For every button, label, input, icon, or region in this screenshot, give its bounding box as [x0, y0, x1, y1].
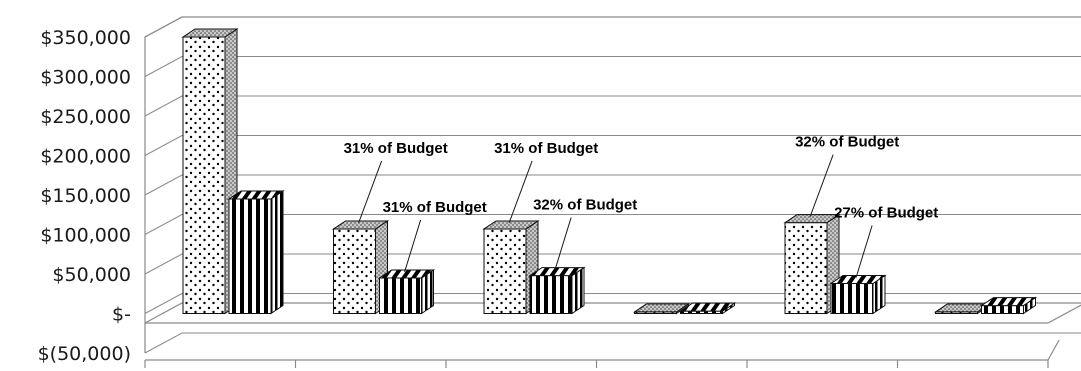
floor [144, 302, 1081, 324]
bar-series2-cat6 [979, 296, 1038, 315]
bar-series2-cat1 [227, 190, 285, 315]
bar-side [270, 190, 284, 315]
gridline [144, 135, 1081, 156]
data-label: 27% of Budget [834, 204, 938, 221]
bar-series2-cat3 [528, 266, 586, 315]
bar-front [830, 282, 874, 315]
label-leader [855, 225, 873, 278]
label-leader [809, 154, 834, 217]
gridline [144, 174, 1081, 196]
y-tick-label: $150,000 [40, 185, 131, 207]
bar-front [379, 277, 422, 315]
y-tick-label: $200,000 [40, 146, 131, 168]
gridline [144, 16, 1081, 38]
bar-front [483, 228, 527, 314]
bars [181, 28, 1038, 315]
floor-edge [1047, 339, 1060, 361]
bar-top [829, 274, 887, 284]
bar-front [228, 198, 272, 314]
gridline [144, 253, 1081, 275]
y-axis: $350,000 $300,000 $250,000 $200,000 $150,000… [38, 27, 131, 365]
bar-front [529, 275, 573, 314]
data-label: 31% of Budget [383, 199, 487, 216]
bar-top [482, 220, 540, 230]
gridline [144, 95, 1081, 117]
bar-top [227, 190, 285, 200]
bar-top [632, 303, 691, 313]
bar-top [783, 214, 841, 224]
data-label: 31% of Budget [344, 140, 448, 157]
bar-series2-cat5 [829, 274, 887, 315]
data-label: 32% of Budget [533, 197, 637, 214]
label-leader [554, 217, 572, 270]
data-labels: 31% of Budget 31% of Budget 32% of Budget 3… [344, 134, 938, 278]
label-leader [358, 160, 383, 224]
gridline [144, 332, 1081, 354]
gridline [144, 214, 1081, 235]
bar-top [678, 302, 737, 312]
y-tick-label: $100,000 [40, 225, 131, 247]
bar-front [182, 36, 226, 314]
data-label: 32% of Budget [795, 134, 899, 151]
y-tick-label: $50,000 [52, 264, 131, 286]
data-label: 31% of Budget [494, 140, 598, 157]
bar-series2-cat4 [678, 302, 737, 315]
bar-series2-cat2 [377, 269, 436, 315]
bar-front [333, 228, 376, 314]
y-tick-label: $350,000 [40, 27, 131, 49]
bar-front [981, 305, 1024, 315]
label-leader [404, 219, 422, 273]
y-tick-label: $250,000 [40, 106, 131, 128]
chart-walls [144, 16, 1081, 353]
bar-top [979, 297, 1038, 307]
label-leader [508, 160, 533, 224]
y-tick-label: $- [112, 304, 131, 326]
y-tick-label: $(50,000) [38, 343, 131, 365]
bar-series1-cat3 [482, 220, 540, 315]
bar-top [528, 267, 586, 277]
y-tick-label: $300,000 [40, 67, 131, 89]
bar-front [784, 222, 828, 314]
gridline [144, 293, 1081, 314]
bar-top [377, 269, 436, 279]
bar-top [331, 220, 390, 230]
bar-top [181, 28, 239, 38]
gridline [144, 56, 1081, 77]
gridlines [144, 16, 1081, 368]
